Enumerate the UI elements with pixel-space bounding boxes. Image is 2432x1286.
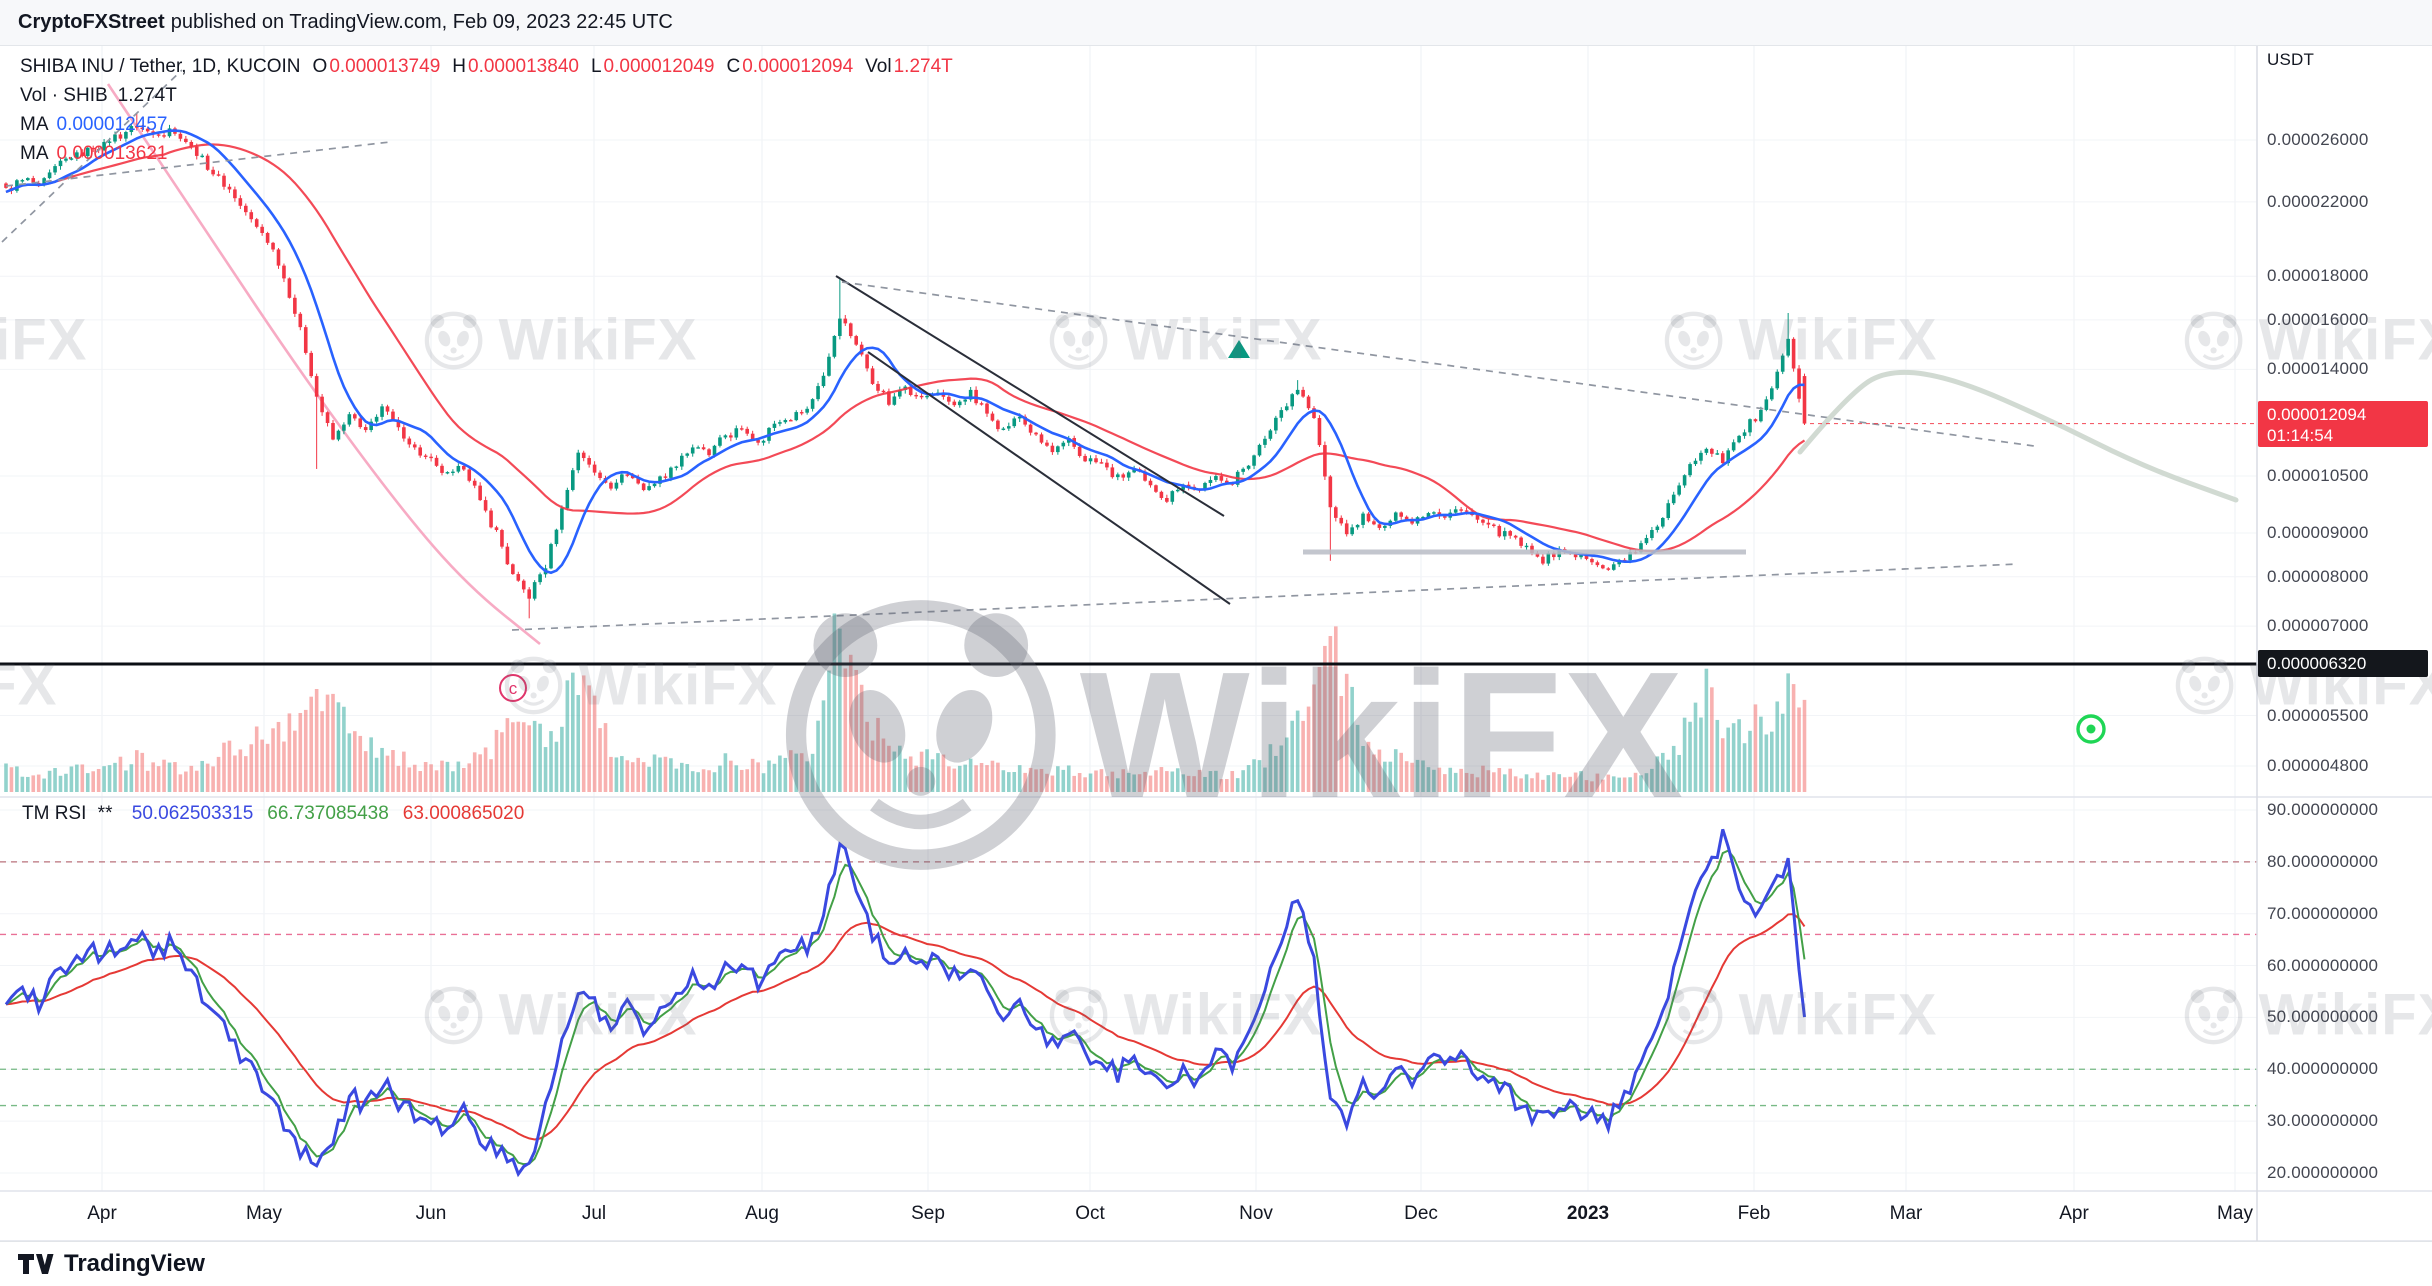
ma1-row: MA 0.000012457	[20, 110, 953, 139]
ma1-value: 0.000012457	[56, 114, 168, 135]
rsi-value: 66.737085438	[267, 803, 389, 824]
annotations	[0, 69, 2257, 666]
ma2-row: MA 0.000013621	[20, 139, 953, 168]
ohlc-value: 0.000012094	[742, 56, 854, 77]
time-axis-label: Jun	[415, 1203, 447, 1224]
time-axis-label: Sep	[911, 1203, 945, 1224]
ohlc-readout: O 0.000013749 H 0.000013840 L 0.000012049 C 0.0…	[301, 56, 953, 77]
ma1-label: MA	[20, 114, 49, 135]
ohlc-key: Vol	[865, 56, 892, 77]
publish-info-bar: CryptoFXStreet published on TradingView.…	[0, 0, 2432, 46]
ohlc-value: 0.000012049	[603, 56, 715, 77]
volume-value: 1.274T	[117, 85, 177, 106]
rsi-levels	[0, 861, 2257, 1107]
rsi-value: 50.062503315	[131, 803, 254, 824]
time-axis-label: May	[246, 1203, 282, 1224]
countdown-timer: 01:14:54	[2267, 425, 2334, 445]
time-axis-label: Apr	[87, 1203, 117, 1224]
rsi-title[interactable]: TM RSI	[22, 803, 87, 824]
candles	[4, 112, 1807, 619]
ohlc-key: C	[726, 56, 741, 77]
time-axis-label: Dec	[1404, 1203, 1438, 1224]
ma2-label: MA	[20, 143, 49, 164]
rsi-values: 50.062503315 66.737085438 63.000865020	[118, 803, 525, 824]
symbol-row: SHIBA INU / Tether, 1D, KUCOIN O 0.0000137…	[20, 52, 953, 81]
ohlc-value: 0.000013840	[468, 56, 579, 77]
gridlines	[0, 46, 2257, 1191]
ohlc-value: 0.000013749	[329, 56, 441, 77]
pink-ma-line	[106, 83, 541, 646]
level-price-value: 0.000006320	[2267, 654, 2367, 674]
last-price-badge: 0.000012094 01:14:54	[2258, 400, 2428, 447]
symbol-title[interactable]: SHIBA INU / Tether, 1D, KUCOIN	[20, 56, 301, 77]
ohlc-key: O	[312, 56, 328, 77]
volume-label: Vol · SHIB	[20, 85, 108, 106]
time-axis-label: Aug	[745, 1203, 779, 1224]
tradingview-brand[interactable]: TradingView	[64, 1250, 205, 1277]
volume-bars	[4, 613, 1807, 792]
markers: c	[499, 340, 2106, 744]
level-price-badge: 0.000006320	[2258, 650, 2428, 678]
last-price-value: 0.000012094	[2267, 404, 2367, 424]
time-axis-label: 2023	[1566, 1203, 1610, 1224]
time-axis-label: Jul	[581, 1203, 607, 1224]
rsi-legend: TM RSI ** 50.062503315 66.737085438 63.000…	[22, 803, 524, 825]
volume-row: Vol · SHIB 1.274T	[20, 81, 953, 110]
ohlc-key: L	[590, 56, 602, 77]
rsi-stars: **	[97, 803, 113, 824]
ma-lines	[5, 129, 1806, 575]
ohlc-value: 1.274T	[893, 56, 953, 77]
svg-text:c: c	[509, 679, 518, 698]
ohlc-key: H	[452, 56, 466, 77]
rsi-value: 63.000865020	[402, 803, 525, 824]
time-axis-label: May	[2217, 1203, 2253, 1224]
symbol-legend: SHIBA INU / Tether, 1D, KUCOIN O 0.0000137…	[20, 52, 953, 168]
time-axis-label: Apr	[2059, 1203, 2089, 1224]
time-axis-label: Oct	[1075, 1203, 1105, 1224]
rsi-lines	[4, 828, 1806, 1178]
time-axis[interactable]: Apr May Jun Jul Aug Sep Oct Nov Dec 2023 Feb Mar Apr…	[0, 1191, 2257, 1241]
tradingview-logo-icon[interactable]	[16, 1250, 54, 1278]
time-axis-label: Nov	[1239, 1203, 1273, 1224]
time-axis-label: Mar	[1889, 1203, 1923, 1224]
publisher-name[interactable]: CryptoFXStreet	[18, 11, 165, 33]
time-axis-label: Feb	[1737, 1203, 1771, 1224]
footer-bar: TradingView	[0, 1241, 2432, 1286]
publish-info-text: published on TradingView.com, Feb 09, 20…	[170, 11, 673, 33]
ma2-value: 0.000013621	[56, 143, 168, 164]
